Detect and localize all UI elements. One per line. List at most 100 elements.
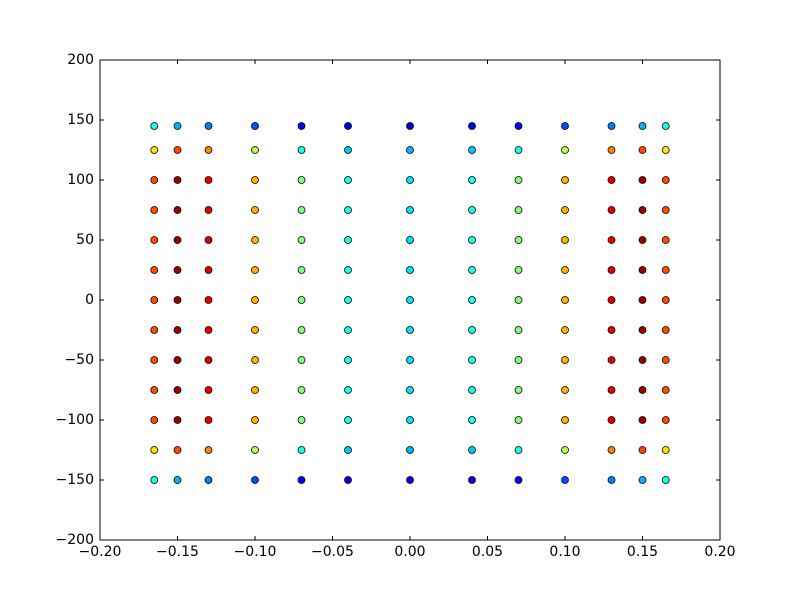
scatter-point [173, 266, 182, 274]
scatter-point [344, 476, 352, 484]
scatter-point [661, 446, 670, 454]
scatter-point [468, 476, 476, 484]
scatter-point [468, 206, 476, 214]
scatter-point [344, 386, 352, 394]
scatter-point [297, 236, 306, 244]
scatter-point [514, 176, 523, 184]
scatter-point [204, 146, 213, 154]
scatter-point [406, 386, 414, 394]
scatter-point [344, 356, 352, 364]
scatter-point [638, 266, 647, 274]
scatter-point [251, 206, 259, 214]
scatter-point [561, 122, 569, 130]
scatter-point [344, 326, 352, 334]
scatter-point [297, 446, 306, 454]
y-tick-label: −200 [56, 532, 94, 548]
scatter-point [173, 146, 182, 154]
x-tick-label: −0.10 [234, 544, 277, 560]
scatter-point [468, 416, 476, 424]
scatter-point [173, 176, 182, 184]
scatter-point [638, 236, 647, 244]
scatter-point [514, 296, 523, 304]
scatter-point [561, 326, 569, 334]
scatter-point [607, 176, 616, 184]
scatter-point [561, 236, 569, 244]
scatter-point [468, 326, 476, 334]
scatter-point [251, 356, 259, 364]
y-tick-label: 150 [67, 112, 94, 128]
scatter-point [251, 476, 259, 484]
y-tick-label: 0 [85, 292, 94, 308]
scatter-point [561, 146, 569, 154]
x-tick-label: 0.15 [627, 544, 658, 560]
x-tick-label: −0.15 [156, 544, 199, 560]
scatter-point [638, 386, 647, 394]
scatter-point [297, 122, 306, 130]
scatter-point [468, 446, 476, 454]
scatter-point [607, 146, 616, 154]
scatter-point [150, 446, 159, 454]
scatter-point [468, 386, 476, 394]
scatter-point [638, 326, 647, 334]
scatter-point [607, 416, 616, 424]
scatter-point [150, 386, 159, 394]
scatter-point [607, 356, 616, 364]
scatter-point [406, 476, 414, 484]
scatter-point [251, 296, 259, 304]
y-tick-label: −50 [64, 352, 94, 368]
scatter-point [150, 266, 159, 274]
scatter-point [204, 326, 213, 334]
scatter-point [344, 266, 352, 274]
scatter-point [661, 386, 670, 394]
scatter-point [297, 476, 306, 484]
scatter-point [406, 236, 414, 244]
scatter-point [638, 296, 647, 304]
scatter-point [406, 326, 414, 334]
scatter-point [468, 146, 476, 154]
scatter-point [173, 296, 182, 304]
scatter-point [514, 386, 523, 394]
scatter-point [344, 236, 352, 244]
scatter-point [638, 206, 647, 214]
x-tick-label: −0.05 [311, 544, 354, 560]
scatter-point [297, 206, 306, 214]
scatter-point [468, 356, 476, 364]
scatter-point [514, 356, 523, 364]
scatter-point [661, 122, 670, 130]
scatter-point [251, 236, 259, 244]
scatter-point [468, 176, 476, 184]
scatter-point [204, 476, 213, 484]
scatter-point [297, 266, 306, 274]
scatter-point [204, 176, 213, 184]
scatter-point [344, 296, 352, 304]
scatter-point [514, 122, 523, 130]
scatter-point [607, 236, 616, 244]
scatter-point [406, 206, 414, 214]
scatter-point [406, 146, 414, 154]
y-tick-label: −100 [56, 412, 94, 428]
x-tick-label: 0.00 [394, 544, 425, 560]
scatter-point [204, 266, 213, 274]
scatter-point [661, 146, 670, 154]
scatter-point [406, 446, 414, 454]
scatter-point [251, 446, 259, 454]
x-tick-label: −0.20 [79, 544, 122, 560]
scatter-point [607, 386, 616, 394]
scatter-point [297, 356, 306, 364]
scatter-point [150, 146, 159, 154]
scatter-point [150, 356, 159, 364]
scatter-point [297, 416, 306, 424]
x-tick-label: 0.05 [472, 544, 503, 560]
scatter-point [406, 296, 414, 304]
scatter-point [173, 416, 182, 424]
scatter-point [514, 146, 523, 154]
scatter-point [406, 356, 414, 364]
scatter-point [607, 446, 616, 454]
y-tick-label: 50 [76, 232, 94, 248]
scatter-point [204, 296, 213, 304]
scatter-point [638, 476, 647, 484]
scatter-point [173, 326, 182, 334]
scatter-point [406, 122, 414, 130]
scatter-point [173, 236, 182, 244]
